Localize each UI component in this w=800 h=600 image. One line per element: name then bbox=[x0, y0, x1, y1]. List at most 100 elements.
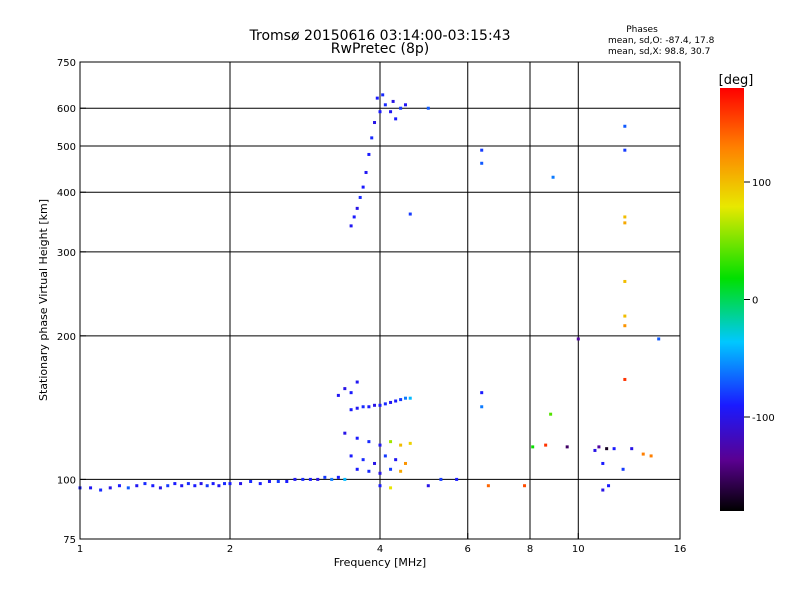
data-point bbox=[126, 486, 130, 490]
data-point bbox=[544, 443, 548, 447]
data-point bbox=[399, 106, 403, 110]
x-tick-label: 8 bbox=[527, 544, 533, 555]
data-point bbox=[186, 482, 190, 486]
chart-title: Tromsø 20150616 03:14:00-03:15:43 bbox=[249, 28, 511, 44]
data-point bbox=[180, 484, 184, 488]
data-point bbox=[605, 447, 609, 451]
y-tick-label: 500 bbox=[57, 142, 76, 153]
data-point bbox=[630, 447, 634, 451]
data-point bbox=[158, 486, 162, 490]
x-tick-label: 10 bbox=[572, 544, 585, 555]
data-point bbox=[480, 405, 484, 409]
data-point bbox=[612, 447, 616, 451]
x-tick-label: 4 bbox=[377, 544, 383, 555]
data-point bbox=[383, 103, 387, 107]
data-point bbox=[367, 152, 371, 156]
data-point bbox=[276, 479, 280, 483]
data-point bbox=[367, 469, 371, 473]
data-point bbox=[349, 454, 353, 458]
data-point bbox=[135, 484, 139, 488]
data-point bbox=[89, 486, 93, 490]
colorbar-tick-label: -100 bbox=[752, 413, 775, 424]
data-point bbox=[267, 479, 271, 483]
data-point bbox=[623, 124, 627, 128]
data-points bbox=[78, 93, 661, 492]
data-point bbox=[173, 482, 177, 486]
data-point bbox=[343, 387, 347, 391]
chart-subtitle: RwPretec (8p) bbox=[331, 41, 429, 57]
data-point bbox=[343, 431, 347, 435]
data-point bbox=[623, 221, 627, 225]
data-point bbox=[399, 469, 403, 473]
data-point bbox=[601, 488, 605, 492]
data-point bbox=[381, 93, 385, 97]
data-point bbox=[336, 393, 340, 397]
data-point bbox=[621, 467, 625, 471]
y-tick-label: 75 bbox=[63, 535, 76, 546]
data-point bbox=[193, 484, 197, 488]
data-point bbox=[439, 477, 443, 481]
data-point bbox=[355, 436, 359, 440]
data-point bbox=[383, 402, 387, 406]
data-point bbox=[143, 482, 147, 486]
data-point bbox=[641, 452, 645, 456]
data-point bbox=[391, 99, 395, 103]
data-point bbox=[358, 195, 362, 199]
data-point bbox=[355, 467, 359, 471]
y-axis-label: Stationary phase Virtual Height [km] bbox=[37, 199, 50, 401]
colorbar bbox=[720, 88, 744, 511]
data-point bbox=[480, 391, 484, 395]
data-point bbox=[389, 440, 393, 444]
x-tick-label: 16 bbox=[674, 544, 687, 555]
stats-heading: Phases bbox=[626, 25, 658, 35]
data-point bbox=[285, 479, 289, 483]
data-point bbox=[330, 477, 334, 481]
data-point bbox=[549, 412, 553, 416]
data-point bbox=[349, 224, 353, 228]
data-point bbox=[480, 148, 484, 152]
x-axis-label: Frequency [MHz] bbox=[334, 556, 426, 569]
data-point bbox=[99, 488, 103, 492]
data-point bbox=[408, 212, 412, 216]
data-point bbox=[373, 121, 377, 125]
data-point bbox=[367, 440, 371, 444]
data-point bbox=[623, 314, 627, 318]
data-point bbox=[426, 106, 430, 110]
data-point bbox=[373, 461, 377, 465]
data-point bbox=[370, 136, 374, 140]
data-point bbox=[649, 454, 653, 458]
data-point bbox=[367, 405, 371, 409]
data-point bbox=[223, 482, 227, 486]
y-tick-label: 400 bbox=[57, 188, 76, 199]
data-point bbox=[249, 479, 253, 483]
data-point bbox=[480, 161, 484, 165]
colorbar-label: [deg] bbox=[719, 73, 754, 88]
y-tick-label: 200 bbox=[57, 332, 76, 343]
colorbar-ticks: 100 0 -100 bbox=[744, 178, 775, 424]
data-point bbox=[486, 484, 490, 488]
data-point bbox=[316, 477, 320, 481]
data-point bbox=[597, 445, 601, 449]
data-point bbox=[455, 477, 459, 481]
data-point bbox=[403, 396, 407, 400]
data-point bbox=[389, 467, 393, 471]
data-point bbox=[389, 486, 393, 490]
x-tick-label: 6 bbox=[465, 544, 471, 555]
data-point bbox=[361, 185, 365, 189]
data-point bbox=[355, 406, 359, 410]
data-point bbox=[343, 477, 347, 481]
data-point bbox=[239, 482, 243, 486]
data-point bbox=[117, 484, 121, 488]
data-point bbox=[623, 377, 627, 381]
data-point bbox=[361, 458, 365, 462]
data-point bbox=[551, 175, 555, 179]
x-tick-label: 1 bbox=[77, 544, 83, 555]
data-point bbox=[301, 477, 305, 481]
stats-line-o: mean, sd,O: -87.4, 17.8 bbox=[608, 36, 715, 46]
data-point bbox=[166, 484, 170, 488]
data-point bbox=[394, 399, 398, 403]
data-point bbox=[593, 448, 597, 452]
data-point bbox=[108, 486, 112, 490]
data-point bbox=[607, 484, 611, 488]
x-axis: 1 2 4 6 8 10 16 bbox=[77, 533, 687, 555]
